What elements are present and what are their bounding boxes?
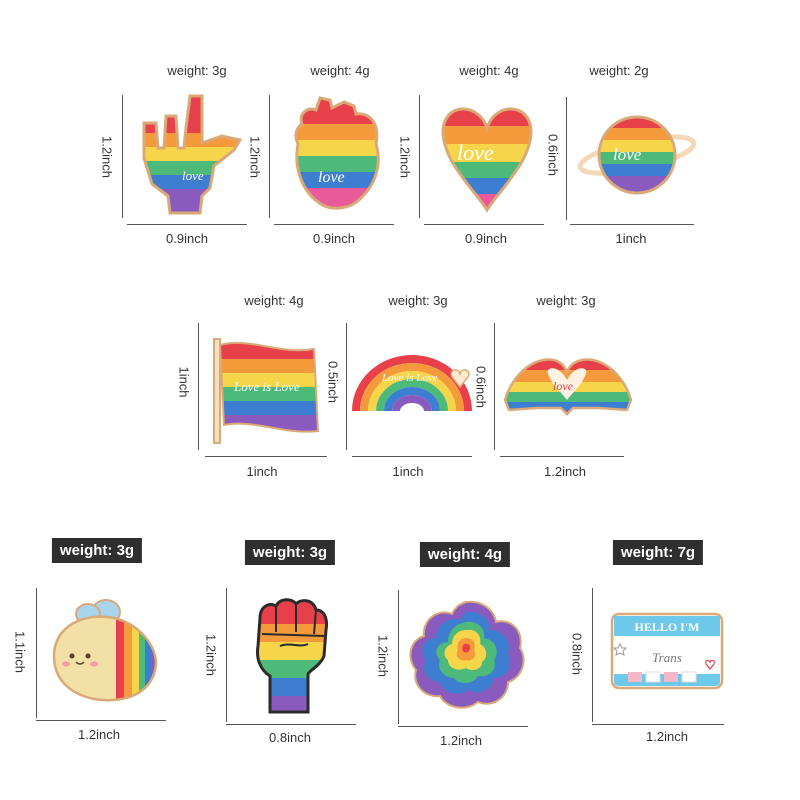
pin-trans-text: Trans — [652, 650, 682, 665]
height-label: 1inch — [176, 366, 192, 398]
height-label: 0.6inch — [473, 366, 489, 408]
pin-love-text: love — [318, 169, 345, 186]
width-label: 1.2inch — [78, 727, 120, 742]
pin-love-text: love — [457, 140, 494, 165]
rainbow-anatomical-heart-icon: love — [294, 96, 380, 210]
height-label: 0.8inch — [569, 633, 585, 675]
weight-label: weight: 3g — [388, 293, 448, 308]
height-dimension-line — [592, 588, 593, 722]
love-is-love-flag-icon: Love is Love — [213, 338, 320, 444]
height-dimension-line — [36, 588, 37, 718]
height-dimension-line — [398, 590, 399, 724]
width-dimension-line — [592, 724, 724, 725]
height-label: 0.6inch — [545, 134, 561, 176]
width-label: 1.2inch — [646, 729, 688, 744]
height-label: 1.2inch — [99, 136, 115, 178]
pin-love-text: love — [182, 168, 204, 183]
width-label: 0.9inch — [465, 231, 507, 246]
width-label: 1inch — [246, 464, 278, 479]
width-label: 1.2inch — [544, 464, 586, 479]
rainbow-planet-icon: love — [577, 115, 697, 195]
width-label: 0.9inch — [313, 231, 355, 246]
pin-love-text: love — [553, 379, 574, 393]
height-label: 1.2inch — [397, 136, 413, 178]
weight-label: weight: 2g — [589, 63, 649, 78]
width-label: 1inch — [615, 231, 647, 246]
height-dimension-line — [226, 588, 227, 722]
width-dimension-line — [352, 456, 472, 457]
weight-badge: weight: 3g — [244, 540, 336, 565]
pin-hello-text: HELLO I'M — [634, 620, 699, 634]
height-label: 1.1inch — [12, 631, 28, 673]
weight-badge: weight: 4g — [419, 542, 511, 567]
height-dimension-line — [419, 95, 420, 218]
hello-im-trans-badge-icon: HELLO I'M Trans — [610, 612, 724, 690]
weight-label: weight: 4g — [459, 63, 519, 78]
pin-love-is-love-text: Love is Love — [381, 372, 438, 384]
weight-label: weight: 3g — [536, 293, 596, 308]
love-is-love-rainbow-icon: Love is Love — [352, 355, 472, 412]
heart-hands-icon: love — [503, 358, 633, 416]
width-dimension-line — [570, 224, 694, 225]
width-dimension-line — [205, 456, 327, 457]
weight-badge: weight: 3g — [51, 538, 143, 563]
width-dimension-line — [36, 720, 166, 721]
rainbow-love-heart-icon: love — [441, 107, 533, 213]
height-label: 1.2inch — [375, 635, 391, 677]
width-dimension-line — [274, 224, 394, 225]
rainbow-fist-icon — [256, 598, 328, 714]
width-label: 0.8inch — [269, 730, 311, 745]
height-dimension-line — [198, 323, 199, 450]
width-dimension-line — [500, 456, 624, 457]
height-label: 1.2inch — [203, 634, 219, 676]
width-dimension-line — [398, 726, 528, 727]
rainbow-bee-icon — [52, 599, 158, 702]
height-dimension-line — [566, 97, 567, 220]
weight-badge: weight: 7g — [612, 540, 704, 565]
weight-label: weight: 3g — [167, 63, 227, 78]
weight-label: weight: 4g — [310, 63, 370, 78]
width-label: 1.2inch — [440, 733, 482, 748]
width-dimension-line — [226, 724, 356, 725]
width-label: 0.9inch — [166, 231, 208, 246]
height-dimension-line — [269, 95, 270, 218]
height-dimension-line — [494, 323, 495, 450]
width-dimension-line — [127, 224, 247, 225]
height-dimension-line — [122, 95, 123, 218]
height-dimension-line — [346, 323, 347, 450]
pin-love-is-love-text: Love is Love — [233, 379, 300, 394]
width-dimension-line — [424, 224, 544, 225]
pin-love-text: love — [613, 145, 642, 164]
height-label: 0.5inch — [325, 361, 341, 403]
weight-label: weight: 4g — [244, 293, 304, 308]
height-label: 1.2inch — [247, 136, 263, 178]
love-sign-hand-icon: love — [142, 94, 243, 215]
rainbow-rose-icon — [409, 600, 525, 709]
width-label: 1inch — [392, 464, 424, 479]
